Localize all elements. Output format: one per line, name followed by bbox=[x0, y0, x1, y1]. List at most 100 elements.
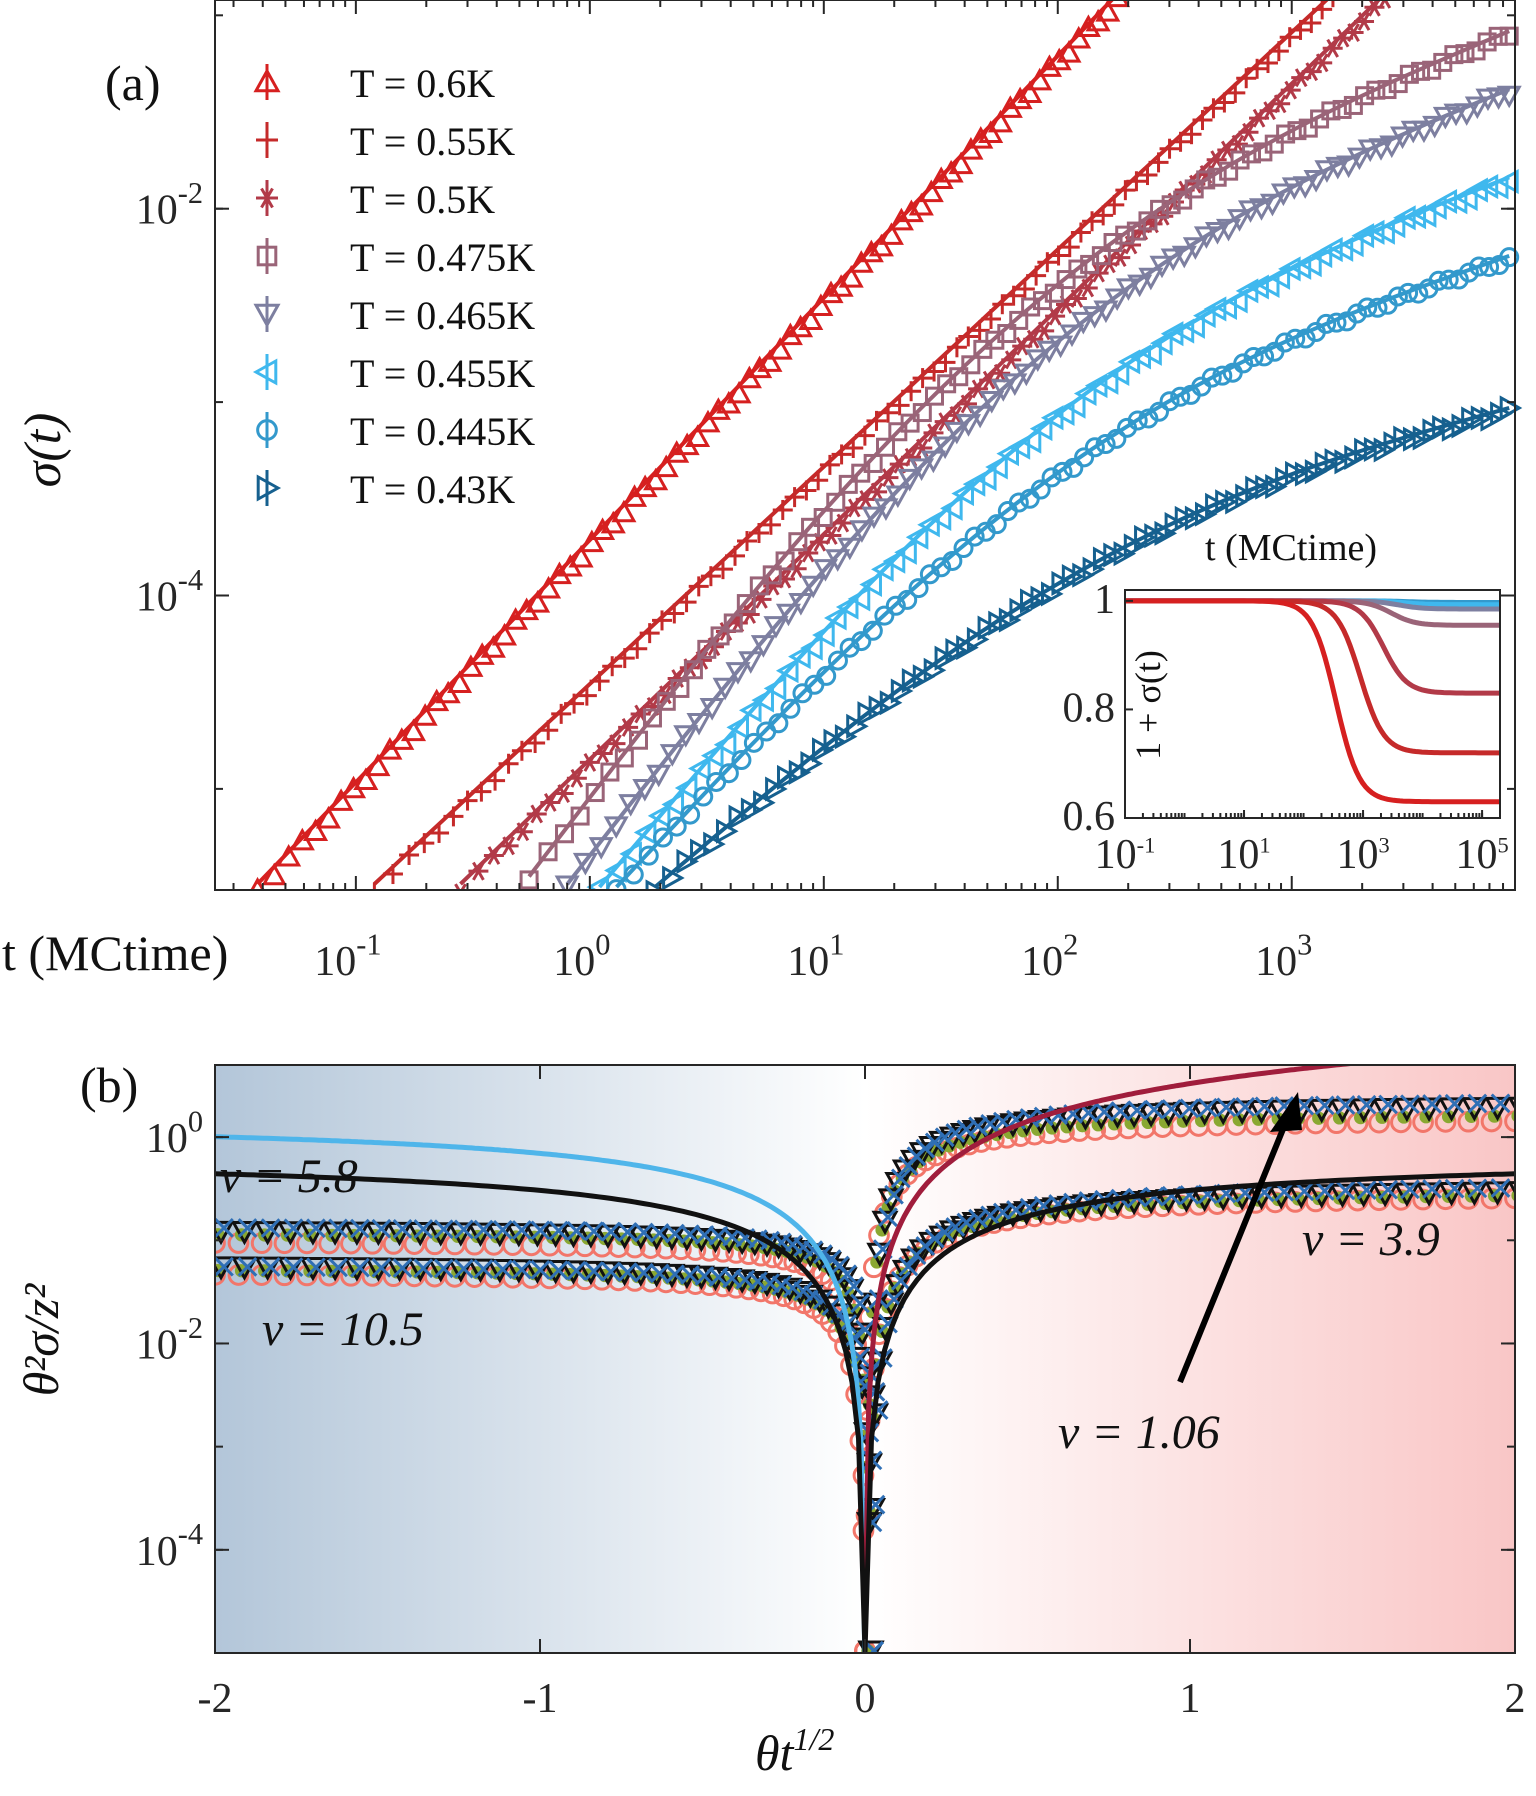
data-point bbox=[931, 557, 952, 578]
data-point bbox=[725, 545, 746, 566]
data-point bbox=[617, 1262, 638, 1283]
data-point bbox=[680, 1224, 700, 1245]
data-point bbox=[1070, 311, 1096, 335]
data-point bbox=[1314, 160, 1340, 183]
data-point bbox=[623, 864, 644, 885]
data-point bbox=[1193, 303, 1216, 329]
data-point bbox=[864, 1640, 884, 1653]
data-point bbox=[990, 363, 1011, 383]
data-point bbox=[990, 379, 1016, 402]
data-point bbox=[1372, 219, 1395, 245]
data-point bbox=[645, 879, 665, 890]
data-point bbox=[1075, 14, 1101, 37]
data-point bbox=[800, 751, 824, 777]
data-point bbox=[276, 843, 302, 867]
data-point bbox=[1378, 1094, 1398, 1115]
data-point bbox=[1018, 428, 1042, 454]
data-point bbox=[1303, 169, 1329, 193]
data-point bbox=[712, 559, 733, 580]
data-point bbox=[945, 1217, 966, 1237]
data-point bbox=[1094, 1102, 1115, 1122]
data-point bbox=[688, 576, 709, 597]
data-point bbox=[666, 816, 687, 837]
data-point bbox=[1021, 297, 1041, 317]
data-point bbox=[763, 675, 787, 701]
data-point bbox=[1002, 373, 1028, 397]
data-point bbox=[1326, 312, 1347, 333]
panel-a-ylabel: σ(t) bbox=[15, 413, 72, 488]
data-point bbox=[1335, 1180, 1356, 1201]
data-point bbox=[894, 539, 917, 565]
data-point bbox=[736, 594, 756, 614]
data-point bbox=[923, 657, 947, 683]
data-point bbox=[740, 797, 764, 823]
data-point bbox=[697, 639, 717, 659]
data-point bbox=[1008, 492, 1029, 513]
data-point bbox=[392, 1258, 413, 1278]
annotation-v-5-8: v = 5.8 bbox=[220, 1150, 358, 1203]
data-point bbox=[940, 495, 963, 521]
data-point bbox=[1009, 310, 1029, 330]
data-point bbox=[1019, 588, 1043, 614]
data-point bbox=[1321, 101, 1341, 121]
data-point bbox=[898, 1256, 919, 1277]
inset-xlabel: t (MCtime) bbox=[1205, 527, 1377, 569]
data-point bbox=[901, 668, 925, 694]
data-point bbox=[1454, 103, 1480, 126]
data-point bbox=[932, 436, 958, 460]
data-point bbox=[977, 615, 1001, 641]
data-point bbox=[1354, 12, 1375, 31]
data-point bbox=[1036, 340, 1062, 364]
data-point bbox=[1343, 23, 1364, 42]
panel-b-ylabel: θ²σ/z² bbox=[13, 1283, 69, 1397]
data-point bbox=[1036, 54, 1063, 77]
data-point bbox=[1014, 279, 1035, 300]
data-point bbox=[765, 776, 788, 802]
data-point bbox=[261, 862, 287, 886]
data-point bbox=[480, 635, 506, 658]
data-point bbox=[897, 589, 918, 610]
data-point bbox=[1316, 313, 1337, 334]
data-point bbox=[1254, 1096, 1275, 1117]
data-point bbox=[1356, 1094, 1377, 1115]
data-point bbox=[1496, 168, 1519, 195]
data-point bbox=[1161, 1099, 1182, 1119]
data-point bbox=[1115, 278, 1141, 301]
series-0.55K bbox=[372, 0, 1335, 890]
data-point bbox=[1382, 213, 1406, 239]
data-point bbox=[661, 791, 685, 817]
legend-label: T = 0.475K bbox=[350, 235, 535, 280]
data-point bbox=[473, 1259, 494, 1279]
data-point bbox=[934, 1127, 955, 1148]
data-point bbox=[1150, 199, 1170, 219]
data-point bbox=[540, 793, 561, 812]
data-point bbox=[819, 454, 840, 475]
data-point bbox=[1314, 1095, 1335, 1116]
data-point bbox=[1171, 245, 1197, 269]
panel-a-axes-box bbox=[214, 0, 1516, 891]
data-point bbox=[670, 678, 690, 698]
data-point bbox=[1037, 252, 1058, 273]
data-point bbox=[618, 794, 644, 817]
data-point bbox=[590, 517, 616, 540]
data-point bbox=[632, 474, 658, 498]
panel-a-xlabel: t (MCtime) bbox=[2, 925, 228, 981]
data-point bbox=[757, 349, 783, 372]
data-point bbox=[1477, 32, 1497, 52]
data-point bbox=[1387, 286, 1408, 307]
data-point bbox=[823, 728, 847, 754]
data-point bbox=[555, 824, 575, 844]
data-point bbox=[1225, 82, 1246, 103]
data-point bbox=[1499, 247, 1520, 268]
data-point bbox=[973, 466, 997, 492]
data-point bbox=[1007, 434, 1031, 460]
data-point bbox=[1366, 80, 1386, 100]
data-point bbox=[1192, 110, 1213, 131]
data-point bbox=[469, 642, 495, 665]
data-point bbox=[603, 816, 629, 839]
data-point bbox=[1411, 61, 1431, 81]
data-point bbox=[834, 724, 858, 750]
data-point bbox=[1238, 122, 1259, 142]
data-point bbox=[935, 352, 956, 373]
data-point bbox=[878, 468, 899, 488]
